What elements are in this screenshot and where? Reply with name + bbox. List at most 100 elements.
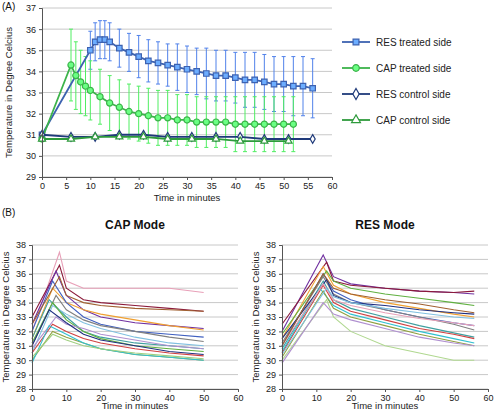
tick-mark <box>39 114 42 115</box>
tick-mark <box>29 360 32 361</box>
tick: 50 <box>279 177 289 191</box>
y-axis-label: Temperature in Degree Celcius <box>3 27 14 158</box>
tick: 35 <box>26 46 42 56</box>
figure: 0510152025303540455055602930313233343536… <box>0 0 500 413</box>
tick-mark <box>385 389 386 392</box>
tick-label: 10 <box>86 181 96 191</box>
series-line <box>42 40 313 135</box>
marker <box>164 135 171 141</box>
marker <box>310 135 315 144</box>
error-cap <box>117 79 121 80</box>
tick: 28 <box>16 384 32 394</box>
tick-mark <box>351 389 352 392</box>
error-cap <box>214 147 218 148</box>
tick-mark <box>139 177 140 180</box>
marker <box>291 83 296 88</box>
tick-label: 34 <box>16 298 26 308</box>
panel: 01020304050602829303132333435363738Time … <box>0 207 244 411</box>
error-cap <box>243 151 247 152</box>
tick-label: 20 <box>134 181 144 191</box>
axis-line <box>43 178 333 181</box>
error-cap <box>272 151 276 152</box>
y-axis: 2829303132333435363738 <box>266 240 283 394</box>
series-line <box>32 277 204 325</box>
x-axis: 051015202530354045505560 <box>40 177 338 191</box>
tick: 30 <box>26 151 42 161</box>
error-cap <box>214 50 218 51</box>
error-cap <box>224 50 228 51</box>
error-cap <box>195 48 199 49</box>
tick: 40 <box>231 177 241 191</box>
tick-mark <box>279 259 282 260</box>
error-cap <box>243 96 247 97</box>
grid <box>282 245 488 389</box>
grid-line <box>32 245 238 246</box>
tick: 29 <box>16 370 32 380</box>
tick-mark <box>29 317 32 318</box>
marker <box>223 119 229 125</box>
legend-item: RES control side <box>342 89 451 100</box>
tick-mark <box>279 245 282 246</box>
marker <box>213 119 219 125</box>
error-cap <box>282 151 286 152</box>
tick: 55 <box>303 177 313 191</box>
panel-label: (A) <box>2 1 15 12</box>
error-cap <box>195 96 199 97</box>
tick-mark <box>101 389 102 392</box>
tick-mark <box>279 375 282 376</box>
tick: 35 <box>16 284 32 294</box>
error-cap <box>108 22 112 23</box>
grid-line <box>282 374 488 375</box>
grid-line <box>32 259 238 260</box>
error-cap <box>103 20 107 21</box>
grid-line <box>32 360 238 361</box>
error-cap <box>166 90 170 91</box>
tick-mark <box>135 389 136 392</box>
series-line <box>42 65 293 139</box>
tick-mark <box>39 93 42 94</box>
tick-mark <box>39 156 42 157</box>
marker <box>174 117 180 123</box>
error-cap <box>117 29 121 30</box>
error-cap <box>195 94 199 95</box>
marker <box>116 133 123 139</box>
tick: 31 <box>266 341 282 351</box>
error-cap <box>185 94 189 95</box>
marker <box>126 50 131 55</box>
tick-mark <box>454 389 455 392</box>
error-cap <box>88 60 92 61</box>
tick: 60 <box>327 177 337 191</box>
tick-label: 0 <box>280 393 285 403</box>
tick-label: 35 <box>16 284 26 294</box>
error-cap <box>311 117 315 118</box>
error-cap <box>311 58 315 59</box>
marker <box>281 81 286 86</box>
error-cap <box>108 60 112 61</box>
grid-line <box>282 259 488 260</box>
error-cap <box>233 151 237 152</box>
tick-label: 31 <box>26 130 36 140</box>
error-cap <box>137 35 141 36</box>
error-cap <box>88 119 92 120</box>
error-cap <box>301 56 305 57</box>
tick: 34 <box>16 298 32 308</box>
marker <box>145 113 151 119</box>
grid-line <box>42 8 332 9</box>
tick: 0 <box>30 389 35 403</box>
tick-label: 50 <box>279 181 289 191</box>
marker <box>88 48 93 53</box>
error-cap <box>175 43 179 44</box>
error-cap <box>127 71 131 72</box>
tick-label: 34 <box>266 298 276 308</box>
tick-mark <box>163 177 164 180</box>
error-cap <box>272 56 276 57</box>
tick: 28 <box>266 384 282 394</box>
marker <box>175 64 180 69</box>
axis-line <box>279 246 283 390</box>
error-cap <box>146 39 150 40</box>
series-line <box>32 334 204 358</box>
error-cap <box>108 130 112 131</box>
tick-label: 30 <box>266 356 276 366</box>
tick: 10 <box>86 177 96 191</box>
tick: 36 <box>26 25 42 35</box>
